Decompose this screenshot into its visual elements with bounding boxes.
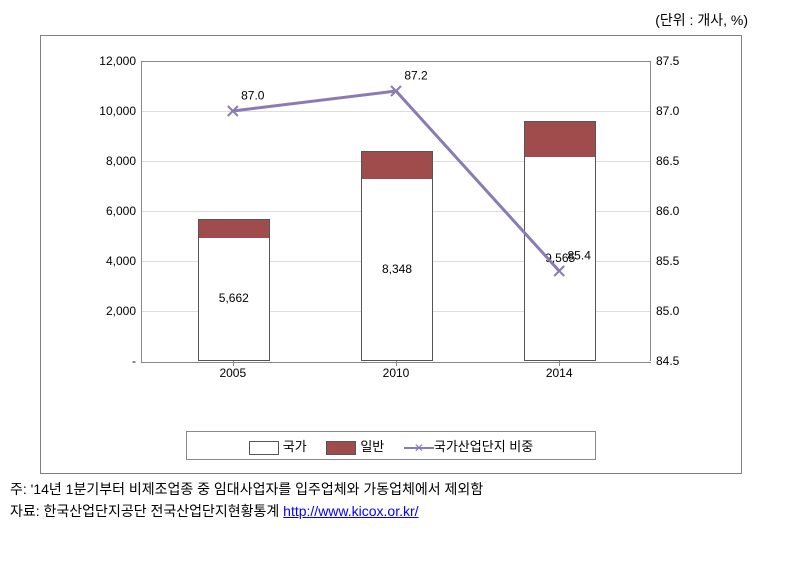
bar-general <box>361 151 433 179</box>
bar-general <box>524 121 596 157</box>
bar-group: 5,662 <box>198 61 268 361</box>
bar-national: 8,348 <box>361 177 433 361</box>
chart-plot-area: -2,0004,0006,0008,00010,00012,000 84.585… <box>101 61 691 421</box>
bar-general <box>198 219 270 238</box>
bar-national: 5,662 <box>198 236 270 361</box>
legend-general: 일반 <box>326 436 384 455</box>
y1-tick-label: 2,000 <box>91 304 136 318</box>
legend: 국가 일반 ✕ 국가산업단지 비중 <box>186 431 596 460</box>
y1-tick-label: 4,000 <box>91 254 136 268</box>
legend-national: 국가 <box>249 436 307 455</box>
legend-ratio: ✕ 국가산업단지 비중 <box>404 436 533 455</box>
source-prefix: 자료: 한국산업단지공단 전국산업단지현황통계 <box>10 503 283 519</box>
x-tick-label: 2005 <box>203 366 263 380</box>
y1-tick-label: 10,000 <box>91 104 136 118</box>
y2-tick-label: 84.5 <box>656 354 696 368</box>
x-tick-label: 2010 <box>366 366 426 380</box>
bar-group: 8,348 <box>361 61 431 361</box>
legend-national-label: 국가 <box>283 439 307 454</box>
legend-general-label: 일반 <box>360 439 384 454</box>
bar-data-label: 5,662 <box>199 291 269 305</box>
unit-label: (단위 : 개사, %) <box>10 10 748 30</box>
y1-tick-label: 12,000 <box>91 54 136 68</box>
legend-general-swatch <box>326 441 356 455</box>
ratio-point-label: 85.4 <box>568 249 591 263</box>
y2-tick-label: 85.0 <box>656 304 696 318</box>
y1-tick-label: 6,000 <box>91 204 136 218</box>
bar-group: 9,565 <box>524 61 594 361</box>
bar-data-label: 8,348 <box>362 262 432 276</box>
legend-ratio-label: 국가산업단지 비중 <box>434 439 533 454</box>
legend-ratio-line: ✕ <box>404 441 434 455</box>
source-link[interactable]: http://www.kicox.or.kr/ <box>283 503 418 519</box>
y2-tick-label: 86.5 <box>656 154 696 168</box>
source-line: 자료: 한국산업단지공단 전국산업단지현황통계 http://www.kicox… <box>10 501 808 521</box>
legend-national-swatch <box>249 441 279 455</box>
y1-tick-label: 8,000 <box>91 154 136 168</box>
y2-tick-label: 86.0 <box>656 204 696 218</box>
y2-tick-label: 87.5 <box>656 54 696 68</box>
y1-tick-label: - <box>91 354 136 368</box>
y2-tick-label: 85.5 <box>656 254 696 268</box>
ratio-point-label: 87.2 <box>404 69 427 83</box>
chart-container: - 2,000 4,000 6,000 8,000 10,000 12,000 84.5 85… <box>40 35 742 474</box>
x-tick-label: 2014 <box>529 366 589 380</box>
plot-right-axis <box>650 61 651 361</box>
ratio-point-label: 87.0 <box>241 89 264 103</box>
y2-tick-label: 87.0 <box>656 104 696 118</box>
footnote: 주: '14년 1분기부터 비제조업종 중 임대사업자를 입주업체와 가동업체에… <box>10 479 808 499</box>
